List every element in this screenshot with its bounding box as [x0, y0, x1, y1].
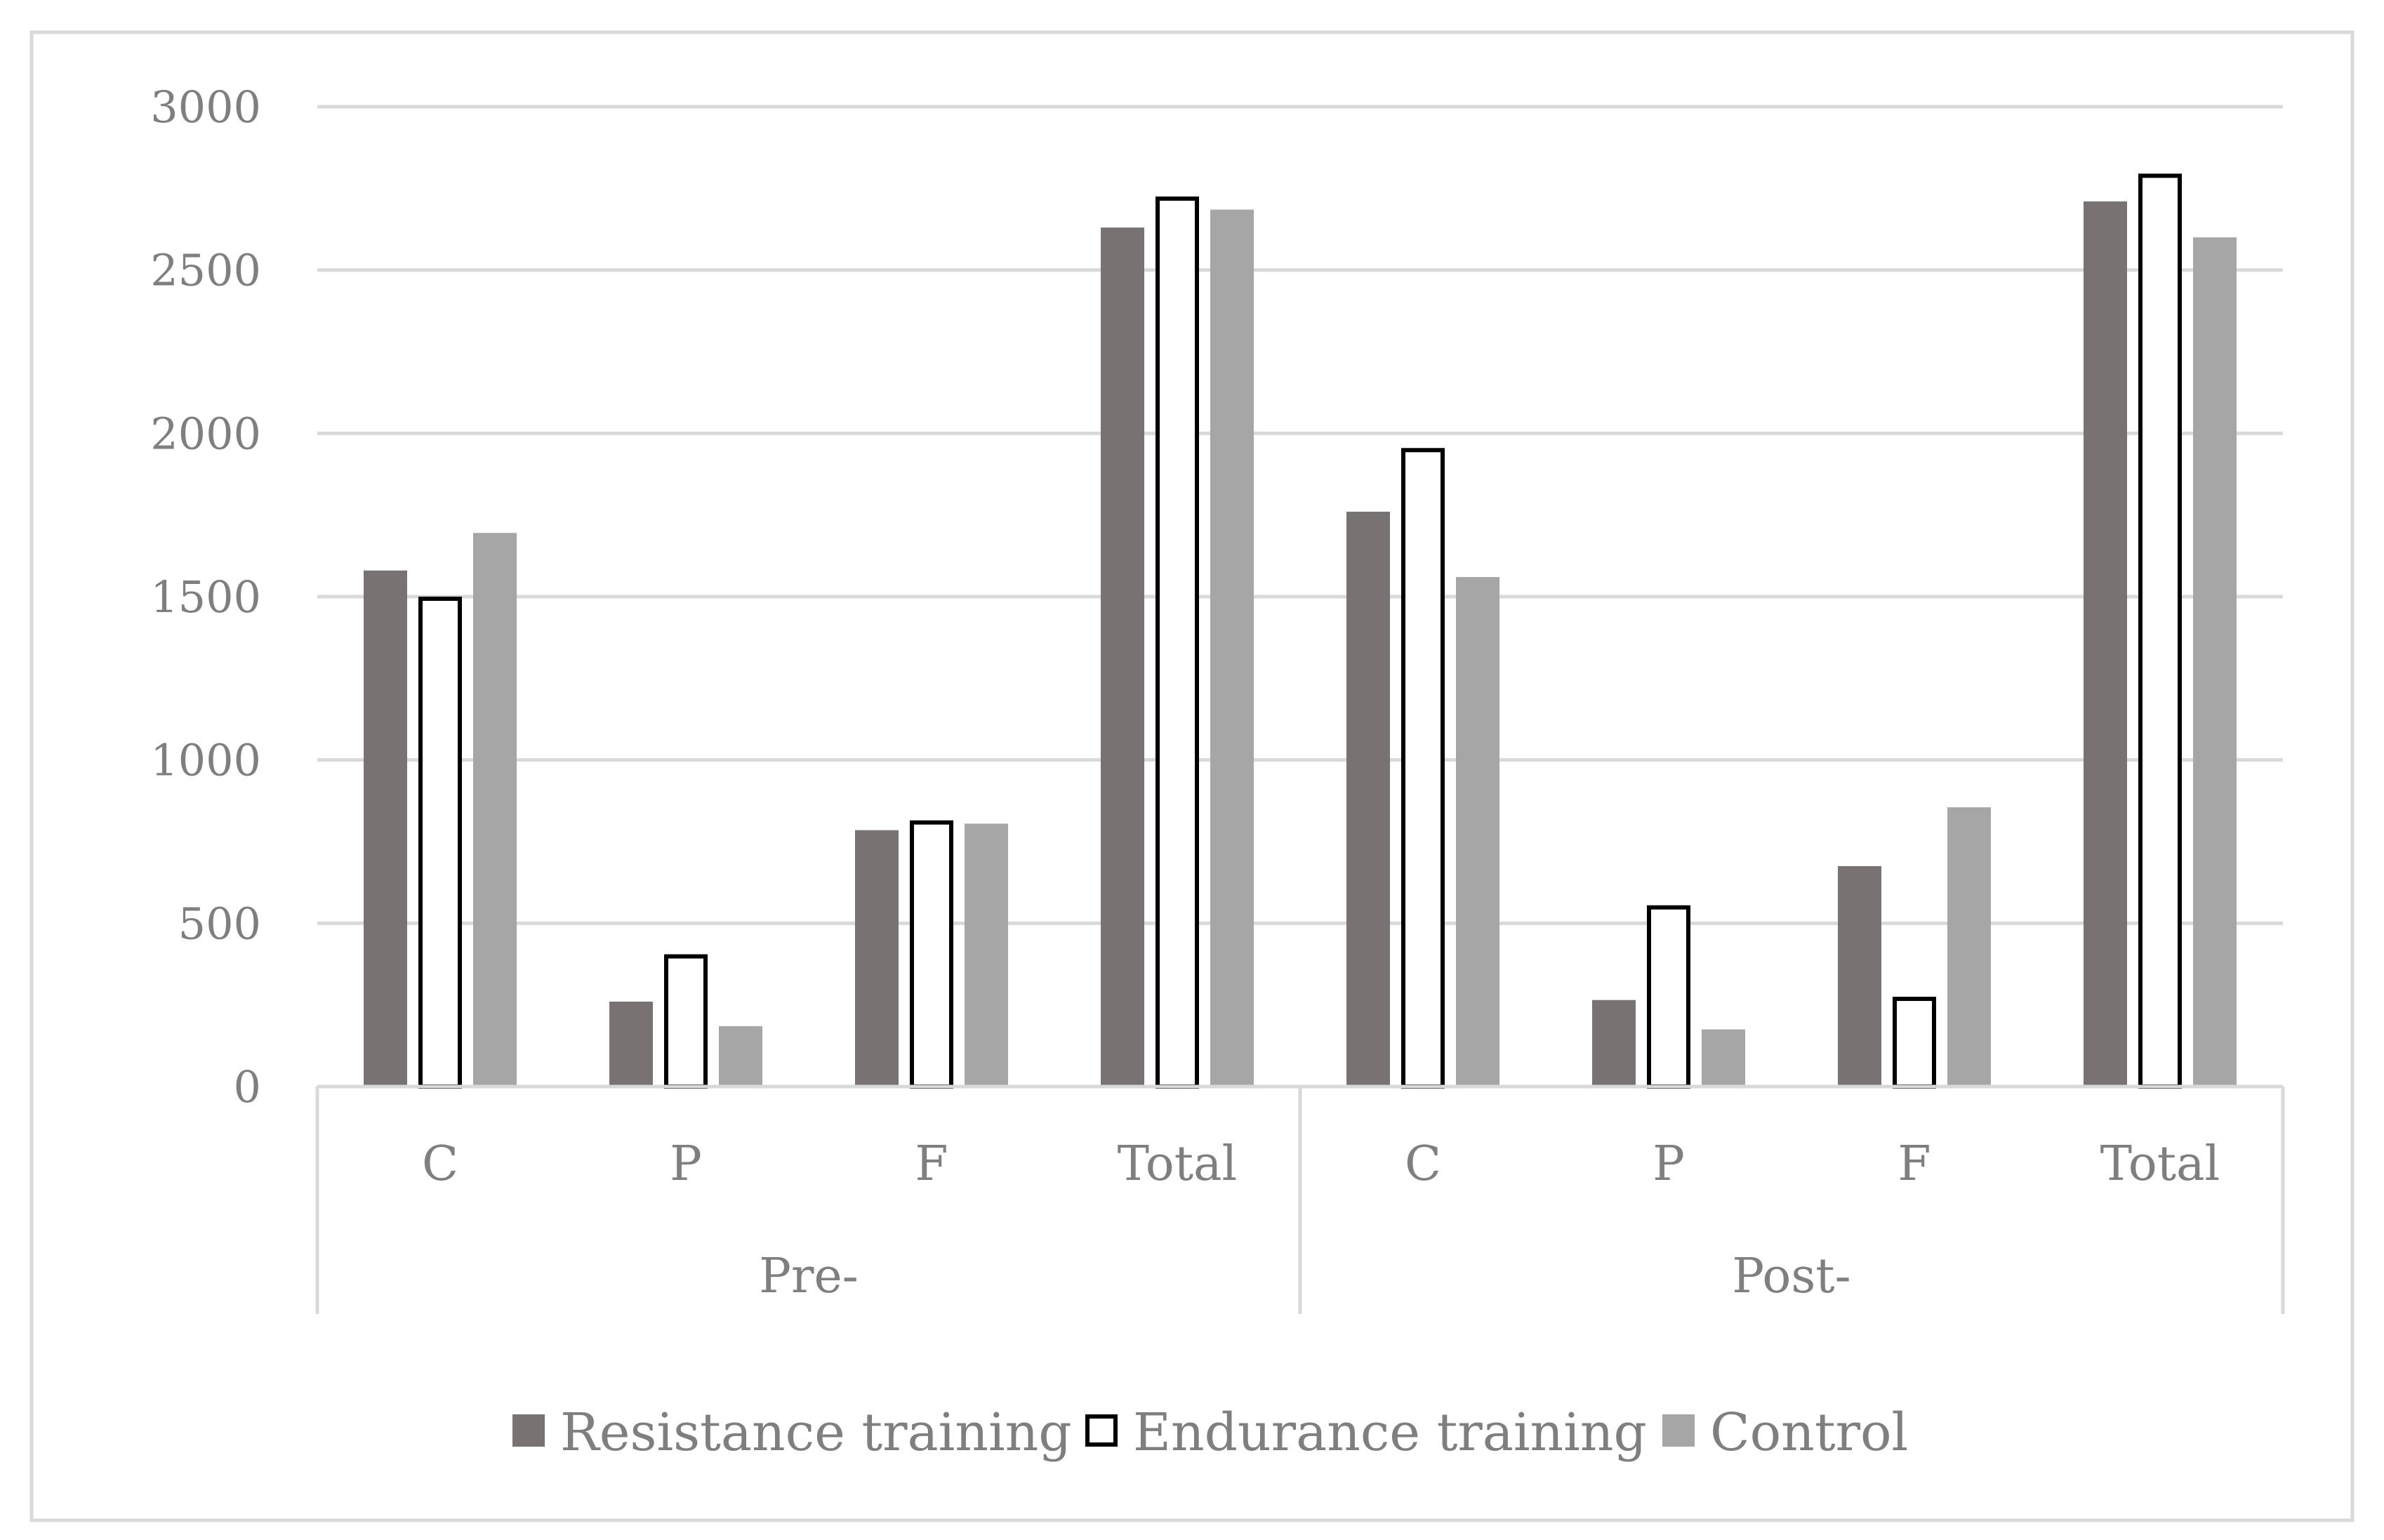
bar-endurance-training-7	[1893, 997, 1936, 1089]
bar-control-5	[1456, 577, 1499, 1087]
bar-control-8	[2193, 237, 2237, 1087]
x-category-label-6: P	[1653, 1136, 1685, 1192]
y-tick-label-1000: 1000	[150, 735, 261, 786]
legend-swatch-control	[1662, 1414, 1695, 1447]
x-category-label-7: F	[1898, 1136, 1931, 1192]
bar-endurance-training-1	[418, 597, 462, 1089]
legend-label-control: Control	[1710, 1402, 1908, 1463]
bar-control-2	[719, 1025, 762, 1087]
bar-control-4	[1210, 209, 1254, 1087]
bar-control-7	[1947, 807, 1991, 1087]
x-axis: C P F Total C P F Total Pre- Post-	[315, 1084, 2285, 1314]
x-category-label-5: C	[1405, 1136, 1441, 1192]
bars	[364, 173, 2237, 1089]
bar-endurance-training-8	[2138, 173, 2182, 1089]
bar-resistance-training-4	[1101, 227, 1144, 1087]
x-category-label-2: P	[670, 1136, 702, 1192]
bar-endurance-training-4	[1155, 196, 1199, 1089]
bar-endurance-training-5	[1401, 448, 1445, 1089]
bar-resistance-training-7	[1838, 865, 1881, 1087]
x-category-label-3: F	[915, 1136, 948, 1192]
y-tick-label-1500: 1500	[150, 571, 261, 623]
x-category-label-4: Total	[1118, 1136, 1238, 1192]
y-tick-label-2000: 2000	[150, 408, 261, 459]
x-category-label-1: C	[422, 1136, 458, 1192]
bar-resistance-training-8	[2084, 201, 2127, 1087]
y-tick-label-2500: 2500	[150, 245, 261, 296]
bar-control-1	[473, 533, 517, 1087]
bar-endurance-training-2	[664, 954, 708, 1089]
bar-endurance-training-6	[1647, 905, 1690, 1089]
bar-control-6	[1702, 1029, 1745, 1087]
legend-swatch-resistance-training	[512, 1414, 545, 1447]
bar-resistance-training-6	[1592, 1000, 1636, 1087]
x-category-label-8: Total	[2100, 1136, 2220, 1192]
legend-swatch-endurance-training	[1085, 1414, 1118, 1447]
bar-control-3	[965, 823, 1008, 1087]
y-axis-ticks: 0 500 1000 1500 2000 2500 3000	[150, 81, 261, 1113]
y-tick-label-3000: 3000	[150, 81, 261, 133]
bar-endurance-training-3	[910, 820, 953, 1089]
bar-resistance-training-2	[609, 1002, 653, 1087]
bar-resistance-training-1	[364, 570, 407, 1087]
bar-resistance-training-3	[855, 830, 899, 1087]
y-tick-label-500: 500	[178, 898, 261, 949]
x-group-label-1: Pre-	[759, 1249, 858, 1304]
legend-label-resistance-training: Resistance training	[560, 1402, 1072, 1463]
y-tick-label-0: 0	[234, 1061, 261, 1113]
legend: Resistance training Endurance training Con…	[512, 1402, 1908, 1463]
bar-resistance-training-5	[1346, 512, 1390, 1087]
x-group-label-2: Post-	[1732, 1249, 1850, 1304]
legend-label-endurance-training: Endurance training	[1133, 1402, 1647, 1463]
